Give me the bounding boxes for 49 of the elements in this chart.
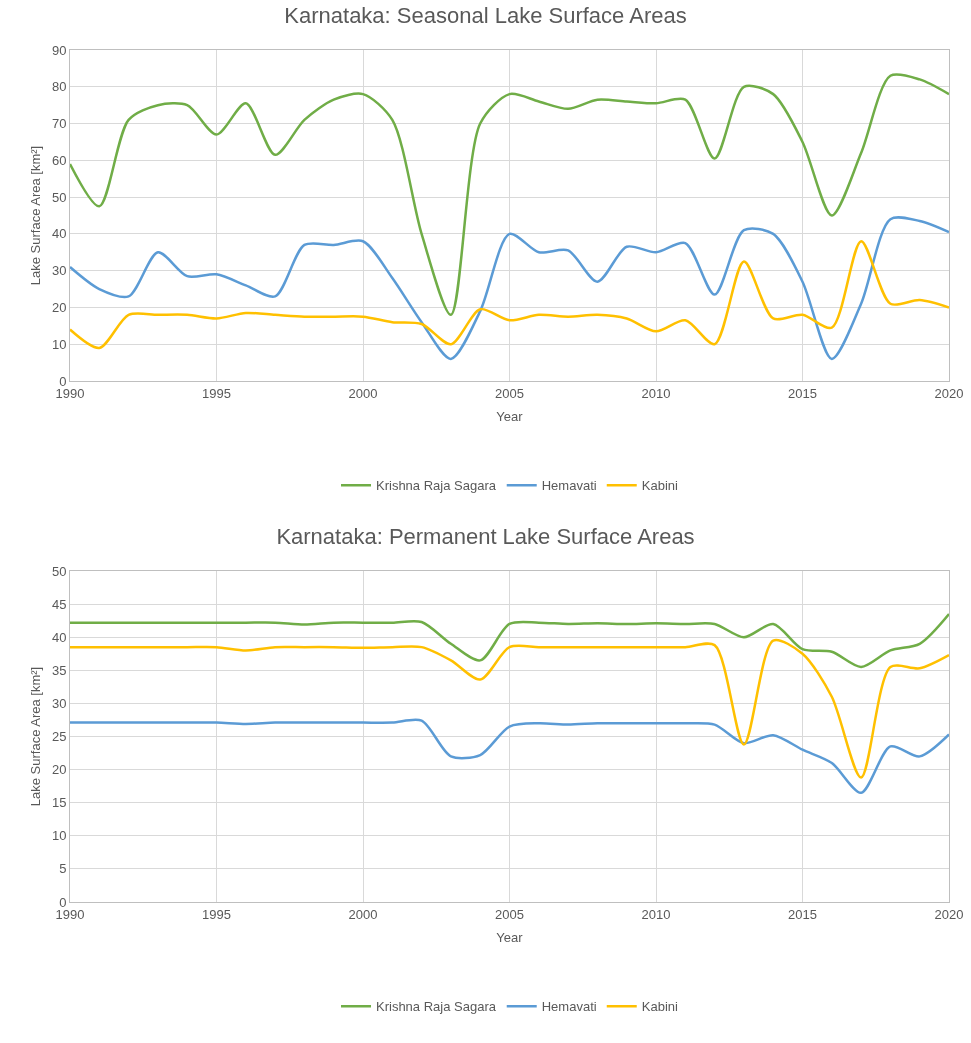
y-tick-label: 30 bbox=[51, 263, 67, 279]
line-series bbox=[70, 612, 949, 669]
x-tick-label: 1995 bbox=[202, 385, 231, 401]
x-tick-label: 2010 bbox=[641, 906, 671, 922]
line-series bbox=[70, 216, 949, 361]
legend-label: Krishna Raja Sagara bbox=[376, 478, 497, 494]
x-tick-label: 2020 bbox=[934, 385, 964, 401]
y-tick-label: 20 bbox=[51, 762, 67, 778]
y-axis-title: Lake Surface Area [km²] bbox=[27, 666, 43, 807]
y-tick-label: 60 bbox=[51, 152, 67, 168]
legend-label: Kabini bbox=[641, 999, 678, 1015]
x-tick-label: 1995 bbox=[202, 906, 231, 922]
y-tick-label: 10 bbox=[51, 828, 67, 844]
y-tick-label: 40 bbox=[51, 629, 67, 645]
y-tick-label: 45 bbox=[51, 596, 67, 612]
line-series bbox=[70, 73, 949, 317]
chart-title: Karnataka: Permanent Lake Surface Areas bbox=[276, 524, 695, 550]
y-axis-title: Lake Surface Area [km²] bbox=[27, 145, 43, 286]
y-tick-label: 15 bbox=[51, 795, 67, 811]
line-series bbox=[70, 239, 949, 350]
x-tick-label: 2020 bbox=[934, 906, 964, 922]
x-tick-label: 2010 bbox=[641, 385, 671, 401]
x-tick-label: 2000 bbox=[348, 385, 378, 401]
legend-label: Kabini bbox=[641, 478, 678, 494]
y-tick-label: 30 bbox=[51, 695, 67, 711]
y-tick-label: 70 bbox=[51, 116, 67, 132]
y-tick-label: 25 bbox=[51, 729, 67, 745]
x-tick-label: 2005 bbox=[495, 385, 524, 401]
y-tick-label: 90 bbox=[51, 42, 67, 58]
y-tick-label: 10 bbox=[51, 336, 67, 352]
y-tick-label: 35 bbox=[51, 662, 67, 678]
y-tick-label: 50 bbox=[51, 189, 67, 205]
chart-title: Karnataka: Seasonal Lake Surface Areas bbox=[284, 3, 687, 29]
line-series bbox=[70, 718, 949, 795]
line-series bbox=[70, 639, 949, 779]
x-tick-label: 2015 bbox=[788, 385, 817, 401]
x-tick-label: 2005 bbox=[495, 906, 524, 922]
legend-label: Hemavati bbox=[541, 478, 597, 494]
legend-label: Hemavati bbox=[541, 999, 597, 1015]
y-tick-label: 50 bbox=[51, 563, 67, 579]
x-axis-title: Year bbox=[496, 409, 524, 425]
y-tick-label: 80 bbox=[51, 79, 67, 95]
x-tick-label: 2015 bbox=[788, 906, 817, 922]
x-axis-title: Year bbox=[496, 930, 524, 946]
y-tick-label: 20 bbox=[51, 299, 67, 315]
y-tick-label: 40 bbox=[51, 226, 67, 242]
legend-label: Krishna Raja Sagara bbox=[376, 999, 497, 1015]
x-tick-label: 2000 bbox=[348, 906, 378, 922]
y-tick-label: 5 bbox=[59, 861, 67, 877]
